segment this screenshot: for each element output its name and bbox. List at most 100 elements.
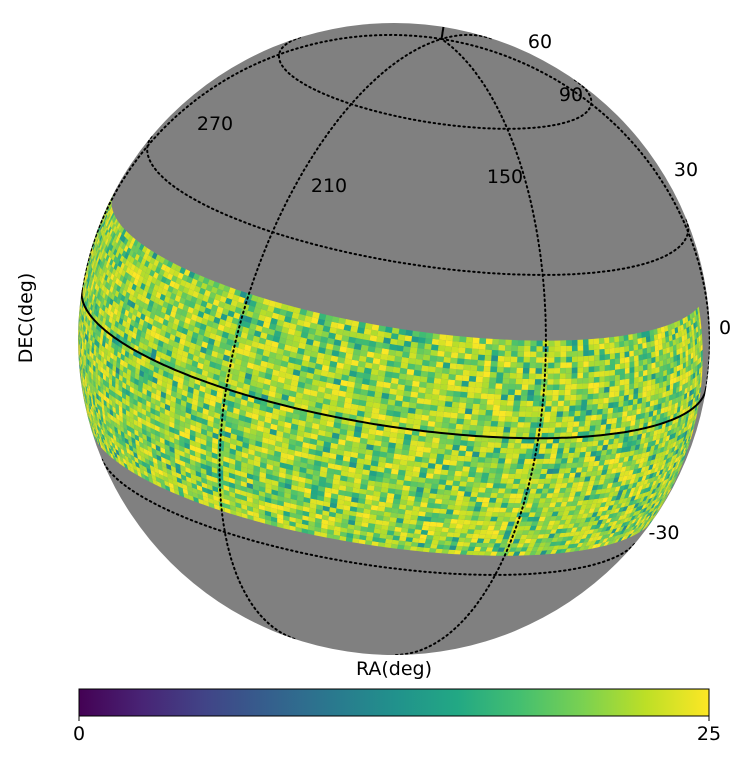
heatmap-cell [468, 381, 476, 388]
heatmap-cell [308, 512, 316, 518]
heatmap-cell [80, 352, 82, 361]
heatmap-cell [358, 442, 367, 450]
heatmap-cell [271, 484, 279, 491]
heatmap-cell [647, 368, 652, 376]
heatmap-cell [82, 351, 85, 360]
heatmap-cell [169, 446, 175, 454]
heatmap-cell [253, 516, 260, 522]
heatmap-cell [184, 447, 190, 455]
heatmap-cell [535, 525, 543, 531]
heatmap-cell [628, 522, 635, 529]
heatmap-cell [107, 450, 112, 458]
heatmap-cell [79, 320, 81, 328]
heatmap-cell [601, 469, 608, 476]
heatmap-cell [633, 463, 640, 470]
heatmap-cell [367, 433, 376, 441]
heatmap-cell [564, 506, 572, 512]
heatmap-cell [372, 532, 381, 538]
heatmap-cell [125, 459, 130, 467]
heatmap-cell [404, 385, 412, 392]
heatmap-cell [321, 514, 329, 521]
heatmap-cell [178, 490, 185, 498]
heatmap-cell [555, 515, 563, 521]
heatmap-cell [100, 397, 104, 405]
heatmap-cell [563, 492, 571, 498]
heatmap-cell [575, 486, 583, 492]
heatmap-cell [105, 381, 109, 389]
heatmap-cell [638, 370, 644, 377]
heatmap-cell [518, 453, 526, 459]
heatmap-cell [520, 443, 528, 449]
heatmap-cell [589, 516, 597, 522]
heatmap-cell [399, 417, 408, 424]
heatmap-cell [541, 488, 549, 494]
heatmap-cell [192, 487, 198, 494]
heatmap-cell [525, 448, 534, 454]
heatmap-cell [483, 420, 492, 427]
heatmap-cell [525, 521, 533, 526]
heatmap-cell [319, 471, 327, 478]
heatmap-cell [461, 546, 470, 551]
heatmap-cell [478, 534, 486, 539]
heatmap-cell [78, 334, 79, 342]
heatmap-cell [464, 413, 472, 420]
heatmap-cell [633, 486, 640, 492]
heatmap-cell [619, 357, 625, 364]
heatmap-cell [328, 457, 336, 465]
heatmap-cell [446, 475, 455, 481]
heatmap-cell [143, 470, 149, 477]
heatmap-cell [278, 414, 286, 422]
heatmap-cell [188, 494, 194, 502]
heatmap-cell [385, 409, 394, 417]
heatmap-cell [244, 416, 252, 424]
heatmap-cell [444, 513, 453, 519]
heatmap-cell [547, 488, 555, 494]
heatmap-cell [531, 534, 539, 539]
heatmap-cell [625, 524, 632, 530]
heatmap-cell [414, 456, 423, 463]
heatmap-cell [203, 402, 210, 410]
heatmap-cell [598, 493, 605, 499]
heatmap-cell [382, 516, 391, 522]
heatmap-cell [196, 411, 203, 419]
heatmap-cell [342, 509, 350, 516]
heatmap-cell [645, 515, 651, 521]
heatmap-cell [673, 453, 678, 460]
heatmap-cell [503, 361, 511, 368]
heatmap-cell [125, 394, 130, 402]
heatmap-cell [511, 416, 519, 423]
heatmap-cell [594, 531, 601, 537]
heatmap-cell [311, 479, 319, 486]
heatmap-cell [83, 367, 85, 375]
heatmap-cell [89, 408, 92, 416]
heatmap-cell [84, 388, 87, 396]
heatmap-cell [511, 458, 519, 464]
heatmap-cell [593, 382, 600, 389]
heatmap-cell [594, 475, 602, 481]
heatmap-cell [621, 525, 628, 531]
heatmap-cell [565, 373, 572, 379]
heatmap-cell [384, 371, 393, 378]
heatmap-cell [555, 453, 563, 459]
heatmap-cell [269, 428, 277, 436]
heatmap-cell [614, 390, 620, 397]
heatmap-cell [559, 373, 566, 379]
heatmap-cell [378, 501, 386, 507]
heatmap-cell [93, 420, 96, 428]
heatmap-cell [118, 433, 122, 441]
heatmap-cell [328, 516, 336, 522]
heatmap-cell [642, 353, 648, 360]
heatmap-cell [640, 517, 646, 524]
heatmap-cell [651, 378, 656, 385]
heatmap-cell [461, 501, 470, 507]
heatmap-cell [119, 420, 124, 428]
heatmap-cell [226, 410, 233, 418]
heatmap-cell [137, 390, 143, 398]
heatmap-cell [423, 543, 432, 549]
heatmap-cell [421, 365, 429, 372]
heatmap-cell [112, 359, 117, 367]
heatmap-cell [435, 493, 444, 500]
heatmap-cell [647, 379, 652, 386]
heatmap-cell [122, 412, 127, 420]
heatmap-cell [413, 533, 421, 539]
